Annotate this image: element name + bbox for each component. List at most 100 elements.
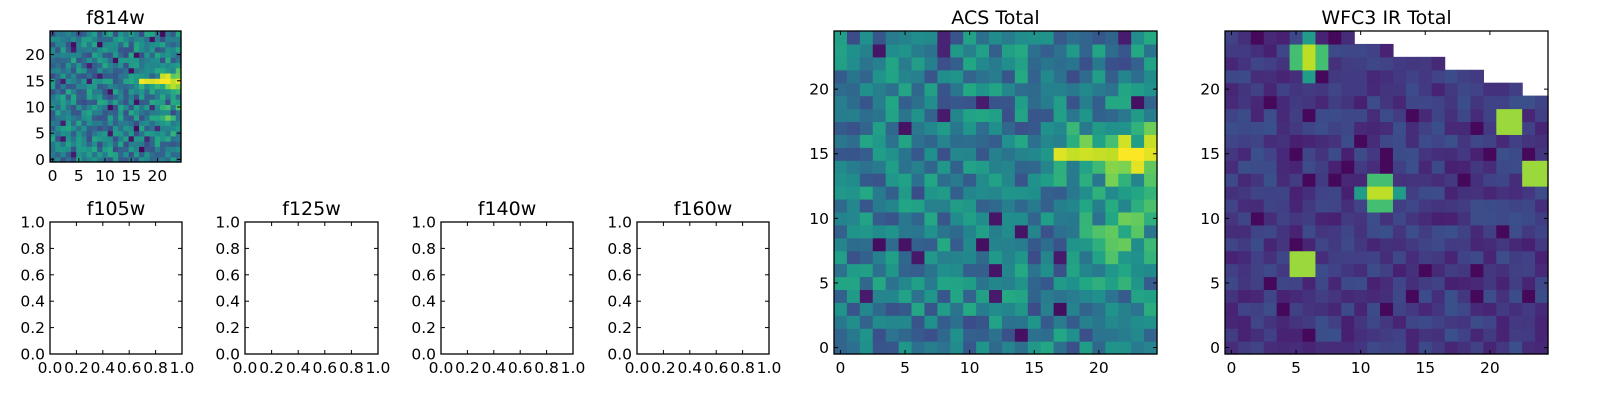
heatmap-cell bbox=[128, 141, 135, 147]
heatmap-cell bbox=[1276, 173, 1291, 187]
heatmap-cell bbox=[1066, 31, 1081, 45]
heatmap-cell bbox=[1380, 328, 1394, 342]
heatmap-cell bbox=[1079, 160, 1093, 174]
heatmap-cell bbox=[834, 341, 848, 355]
heatmap-cell bbox=[139, 151, 145, 158]
heatmap-cell bbox=[924, 134, 938, 148]
heatmap-cell bbox=[97, 72, 103, 79]
heatmap-cell bbox=[1144, 43, 1158, 58]
heatmap-cell bbox=[937, 276, 951, 290]
y-tick-label: 10 bbox=[25, 98, 45, 116]
heatmap-cell bbox=[1302, 237, 1317, 252]
x-tick-label: 0.8 bbox=[534, 359, 559, 377]
heatmap-cell bbox=[1457, 147, 1472, 161]
heatmap-cell bbox=[107, 93, 114, 100]
heatmap-cell bbox=[154, 78, 161, 84]
heatmap-cell bbox=[1315, 82, 1329, 97]
heatmap-cell bbox=[1496, 121, 1510, 135]
x-tick-label: 0.6 bbox=[117, 359, 142, 377]
heatmap-cell bbox=[924, 289, 938, 303]
heatmap-cell bbox=[1118, 224, 1132, 239]
heatmap-cell bbox=[1092, 276, 1106, 290]
heatmap-cell bbox=[924, 43, 938, 58]
heatmap-cell bbox=[1092, 198, 1106, 213]
heatmap-cell bbox=[175, 109, 182, 116]
heatmap-cell bbox=[989, 160, 1003, 174]
heatmap-cell bbox=[76, 51, 83, 58]
heatmap-cell bbox=[911, 31, 926, 45]
panel-title: f814w bbox=[86, 7, 145, 29]
heatmap-cell bbox=[55, 83, 62, 90]
heatmap-cell bbox=[950, 302, 964, 316]
heatmap-cell bbox=[1001, 95, 1016, 110]
axes-frame bbox=[49, 221, 183, 355]
heatmap-cell bbox=[139, 67, 145, 74]
heatmap-cell bbox=[1014, 224, 1029, 239]
heatmap-cell bbox=[91, 83, 98, 90]
heatmap-cell bbox=[133, 141, 140, 147]
heatmap-cell bbox=[1079, 315, 1093, 329]
heatmap-cell bbox=[963, 31, 977, 45]
heatmap-cell bbox=[1053, 173, 1068, 187]
heatmap-cell bbox=[1027, 315, 1042, 329]
heatmap-cell bbox=[102, 114, 109, 121]
heatmap-cell bbox=[1289, 211, 1304, 226]
heatmap-cell bbox=[963, 56, 977, 71]
heatmap-cell bbox=[1457, 134, 1472, 148]
heatmap-cell bbox=[1405, 302, 1420, 316]
heatmap-cell bbox=[924, 341, 938, 355]
heatmap-cell bbox=[1027, 173, 1042, 187]
heatmap-cell bbox=[102, 146, 109, 153]
heatmap-cell bbox=[1105, 173, 1119, 187]
heatmap-cell bbox=[963, 341, 977, 355]
heatmap-cell bbox=[1040, 263, 1055, 278]
heatmap-cell bbox=[846, 211, 861, 226]
heatmap-cell bbox=[107, 156, 114, 163]
heatmap-cell bbox=[989, 134, 1003, 148]
heatmap-cell bbox=[898, 237, 913, 252]
heatmap-cell bbox=[160, 125, 166, 132]
heatmap-cell bbox=[989, 69, 1003, 84]
heatmap-cell bbox=[1014, 289, 1029, 303]
heatmap-cell bbox=[133, 99, 140, 105]
heatmap-cell bbox=[1367, 173, 1381, 187]
heatmap-cell bbox=[1483, 82, 1497, 97]
y-tick-label: 1.0 bbox=[20, 214, 45, 232]
heatmap-cell bbox=[1263, 289, 1278, 303]
heatmap-cell bbox=[976, 43, 990, 58]
heatmap-cell bbox=[1289, 121, 1304, 135]
heatmap-cell bbox=[1457, 173, 1472, 187]
heatmap-cell bbox=[1380, 82, 1394, 97]
heatmap-cell bbox=[1263, 341, 1278, 355]
heatmap-cell bbox=[1354, 211, 1368, 226]
heatmap-cell bbox=[60, 151, 67, 158]
heatmap-cell bbox=[1289, 95, 1304, 110]
heatmap-cell bbox=[1392, 108, 1407, 123]
heatmap-cell bbox=[112, 104, 119, 111]
heatmap-cell bbox=[1496, 147, 1510, 161]
heatmap-cell bbox=[60, 31, 67, 37]
heatmap-cell bbox=[102, 93, 109, 100]
heatmap-cell bbox=[1354, 56, 1368, 71]
heatmap-cell bbox=[139, 114, 145, 121]
heatmap-cell bbox=[81, 72, 88, 79]
heatmap-cell bbox=[112, 93, 119, 100]
heatmap-cell bbox=[950, 289, 964, 303]
heatmap-cell bbox=[1053, 263, 1068, 278]
heatmap-cell bbox=[1118, 56, 1132, 71]
heatmap-cell bbox=[924, 211, 938, 226]
heatmap-cell bbox=[102, 130, 109, 137]
heatmap-cell bbox=[160, 109, 166, 116]
heatmap-cell bbox=[1131, 82, 1145, 97]
heatmap-cell bbox=[1418, 250, 1433, 265]
heatmap-cell bbox=[898, 134, 913, 148]
heatmap-cell bbox=[950, 108, 964, 123]
heatmap-cell bbox=[65, 31, 72, 37]
heatmap-cell bbox=[102, 88, 109, 95]
heatmap-cell bbox=[872, 315, 887, 329]
heatmap-cell bbox=[1027, 69, 1042, 84]
heatmap-cell bbox=[123, 83, 130, 90]
heatmap-cell bbox=[65, 146, 72, 153]
heatmap-cell bbox=[1053, 134, 1068, 148]
heatmap-cell bbox=[1367, 302, 1381, 316]
